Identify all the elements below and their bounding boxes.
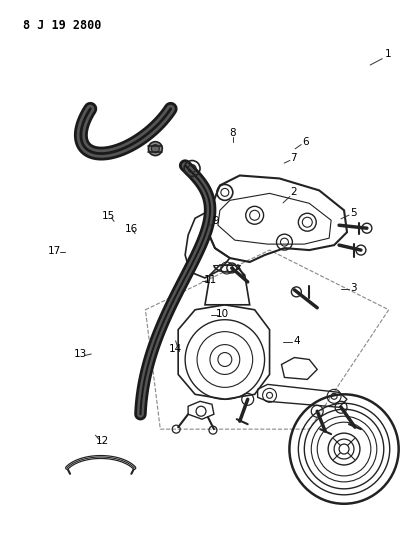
Text: 11: 11 [204, 274, 217, 285]
Text: 9: 9 [213, 216, 220, 227]
Text: 8 J 19 2800: 8 J 19 2800 [23, 19, 102, 33]
Text: 12: 12 [96, 437, 109, 447]
Text: 6: 6 [302, 137, 308, 147]
Text: 10: 10 [216, 309, 229, 319]
Text: 14: 14 [169, 344, 182, 354]
Text: 3: 3 [350, 282, 357, 293]
Text: 16: 16 [124, 224, 137, 235]
Text: 4: 4 [294, 336, 301, 346]
Text: 8: 8 [229, 128, 236, 138]
Text: 1: 1 [385, 50, 392, 59]
Text: 15: 15 [102, 211, 115, 221]
Circle shape [151, 144, 159, 152]
Text: 5: 5 [350, 208, 357, 219]
Text: 17: 17 [47, 246, 61, 256]
Text: 2: 2 [290, 187, 297, 197]
Text: 7: 7 [290, 153, 297, 163]
Circle shape [149, 142, 162, 156]
Text: 13: 13 [74, 349, 87, 359]
